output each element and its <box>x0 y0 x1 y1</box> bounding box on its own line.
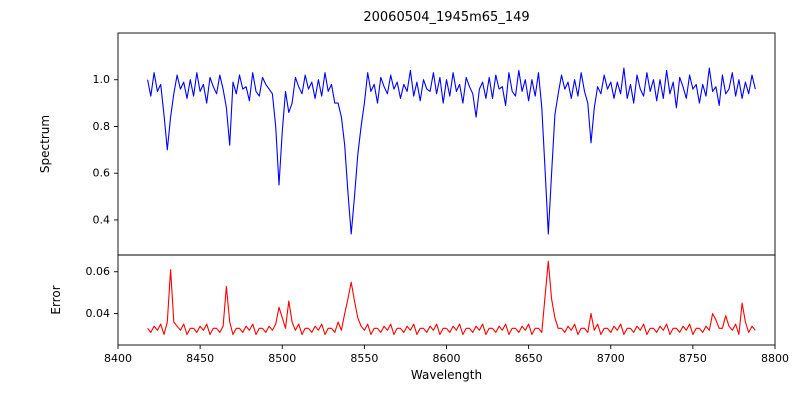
spectrum-axes-frame <box>117 32 776 256</box>
x-tick-label: 8500 <box>268 352 296 365</box>
error-axes-frame <box>117 254 776 346</box>
error-line <box>147 260 756 336</box>
x-tick-label: 8600 <box>433 352 461 365</box>
y-tick-label: 1.0 <box>93 73 111 86</box>
x-tick-label: 8700 <box>597 352 625 365</box>
y-tick-label: 0.4 <box>93 213 111 226</box>
x-tick-label: 8400 <box>104 352 132 365</box>
spectrum-line <box>147 67 756 235</box>
spectrum-axis-label: Spectrum <box>38 114 52 174</box>
y-tick-label: 0.6 <box>93 167 111 180</box>
y-tick-label: 0.8 <box>93 120 111 133</box>
x-tick-label: 8800 <box>761 352 789 365</box>
chart-title: 20060504_1945m65_149 <box>363 10 530 25</box>
error-axis-label: Error <box>49 285 63 315</box>
x-tick-label: 8550 <box>350 352 378 365</box>
y-tick-label: 0.06 <box>86 265 111 278</box>
x-tick-label: 8650 <box>515 352 543 365</box>
x-tick-label: 8450 <box>186 352 214 365</box>
x-tick-label: 8750 <box>679 352 707 365</box>
wavelength-axis-label: Wavelength <box>410 368 483 382</box>
y-tick-label: 0.04 <box>86 307 111 320</box>
